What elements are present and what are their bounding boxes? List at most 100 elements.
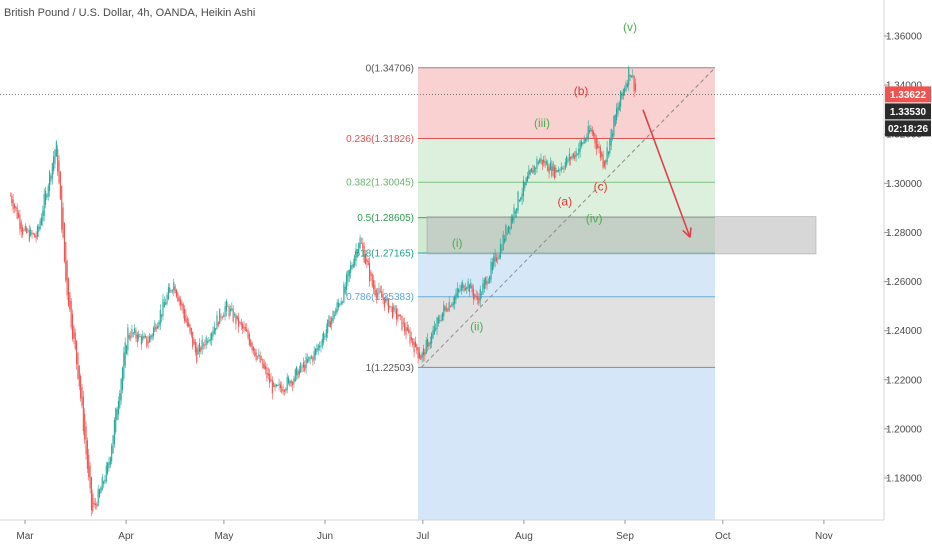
candle-body: [491, 262, 493, 271]
candle-body: [250, 339, 252, 347]
candle-body: [610, 128, 612, 146]
candle-body: [506, 232, 508, 234]
candle-body: [169, 287, 171, 294]
candle-body: [61, 185, 63, 230]
candle-body: [229, 309, 232, 312]
candle-body: [580, 141, 583, 147]
candle-body: [232, 309, 234, 322]
candle-body: [493, 256, 495, 267]
countdown-badge-bg: [885, 120, 931, 137]
candle-body: [98, 489, 101, 498]
candle-body: [356, 251, 358, 255]
candle-body: [206, 341, 209, 343]
time-axis[interactable]: Mar Apr May Jun Jul Aug Sep Oct Nov: [0, 519, 884, 542]
candle-body: [576, 154, 578, 155]
candle-body: [512, 216, 514, 223]
candle-body: [333, 314, 335, 317]
candle-body: [533, 165, 535, 172]
candle-body: [607, 151, 610, 155]
candle-body: [189, 324, 191, 332]
candle-body: [339, 304, 341, 306]
candle-body: [286, 376, 288, 391]
candle-body: [532, 170, 534, 174]
candle-body: [171, 290, 173, 292]
forecast-arrow[interactable]: [642, 109, 692, 238]
candle-body: [628, 67, 630, 86]
candle-body: [130, 336, 132, 338]
candle-body: [304, 365, 306, 371]
candle-body: [390, 306, 392, 308]
target-zone-box[interactable]: [426, 216, 817, 255]
fib-label: 0.5(1.28605): [357, 213, 414, 224]
candle-body: [175, 289, 178, 297]
candle-body: [265, 366, 267, 370]
candle-body: [314, 348, 317, 356]
candle-body: [444, 306, 446, 311]
candle-body: [606, 147, 608, 162]
candle-body: [267, 373, 269, 376]
candle-body: [472, 288, 475, 300]
candle-body: [316, 348, 318, 352]
candle-body: [412, 338, 414, 345]
time-tick-label: Jun: [317, 531, 333, 542]
candle-body: [445, 308, 448, 311]
time-tick-label: Oct: [715, 531, 731, 542]
candle-body: [294, 369, 296, 382]
candle-body: [161, 314, 163, 318]
candle-body: [495, 257, 497, 262]
candle-body: [53, 156, 55, 171]
candle-body: [200, 347, 202, 352]
fib-retracement[interactable]: [418, 67, 715, 520]
candle-body: [544, 161, 546, 166]
candle-body: [458, 289, 460, 293]
candle-body: [251, 343, 253, 351]
candle-body: [231, 307, 233, 311]
candle-body: [221, 317, 223, 318]
candle-body: [158, 321, 160, 328]
candle-body: [205, 337, 207, 346]
candle-body: [292, 382, 294, 386]
candle-body: [225, 300, 227, 312]
candle-body: [30, 229, 32, 236]
candle-body: [366, 259, 368, 263]
candle-body: [489, 276, 491, 283]
fib-labels: 0(1.34706) 0.236(1.31826) 0.382(1.30045) 0.…: [346, 63, 414, 374]
candle-body: [154, 322, 156, 332]
candle-body: [448, 302, 450, 311]
candle-body: [107, 462, 109, 474]
candle-body: [57, 149, 59, 172]
candle-body: [109, 457, 111, 466]
candle-body: [494, 253, 496, 262]
candle-body: [413, 341, 415, 353]
candle-body: [391, 306, 394, 318]
candle-body: [611, 133, 614, 138]
candle-body: [116, 408, 118, 421]
candle-body: [69, 292, 71, 310]
candle-body: [100, 487, 102, 494]
price-axis[interactable]: 1.360001.340001.320001.300001.280001.260…: [883, 0, 932, 550]
candle-body: [347, 270, 349, 283]
candle-body: [233, 314, 236, 316]
candle-body: [12, 199, 14, 210]
candle-body: [239, 322, 241, 324]
candle-body: [505, 225, 507, 241]
candle-body: [131, 328, 133, 338]
candle-body: [65, 242, 67, 281]
candle-body: [76, 340, 78, 365]
candle-body: [9, 195, 11, 197]
candle-body: [385, 298, 387, 303]
candle-body: [474, 294, 476, 298]
candle-body: [522, 180, 524, 197]
candle-body: [409, 330, 411, 344]
candle-body: [59, 171, 61, 200]
candle-body: [146, 336, 148, 347]
candle-body: [81, 387, 83, 406]
candle-body: [173, 282, 175, 291]
candle-body: [555, 168, 557, 173]
candle-body: [213, 326, 215, 334]
candle-body: [590, 128, 592, 132]
candle-body: [282, 389, 284, 392]
candle-body: [125, 345, 128, 354]
candle-body: [508, 225, 510, 233]
